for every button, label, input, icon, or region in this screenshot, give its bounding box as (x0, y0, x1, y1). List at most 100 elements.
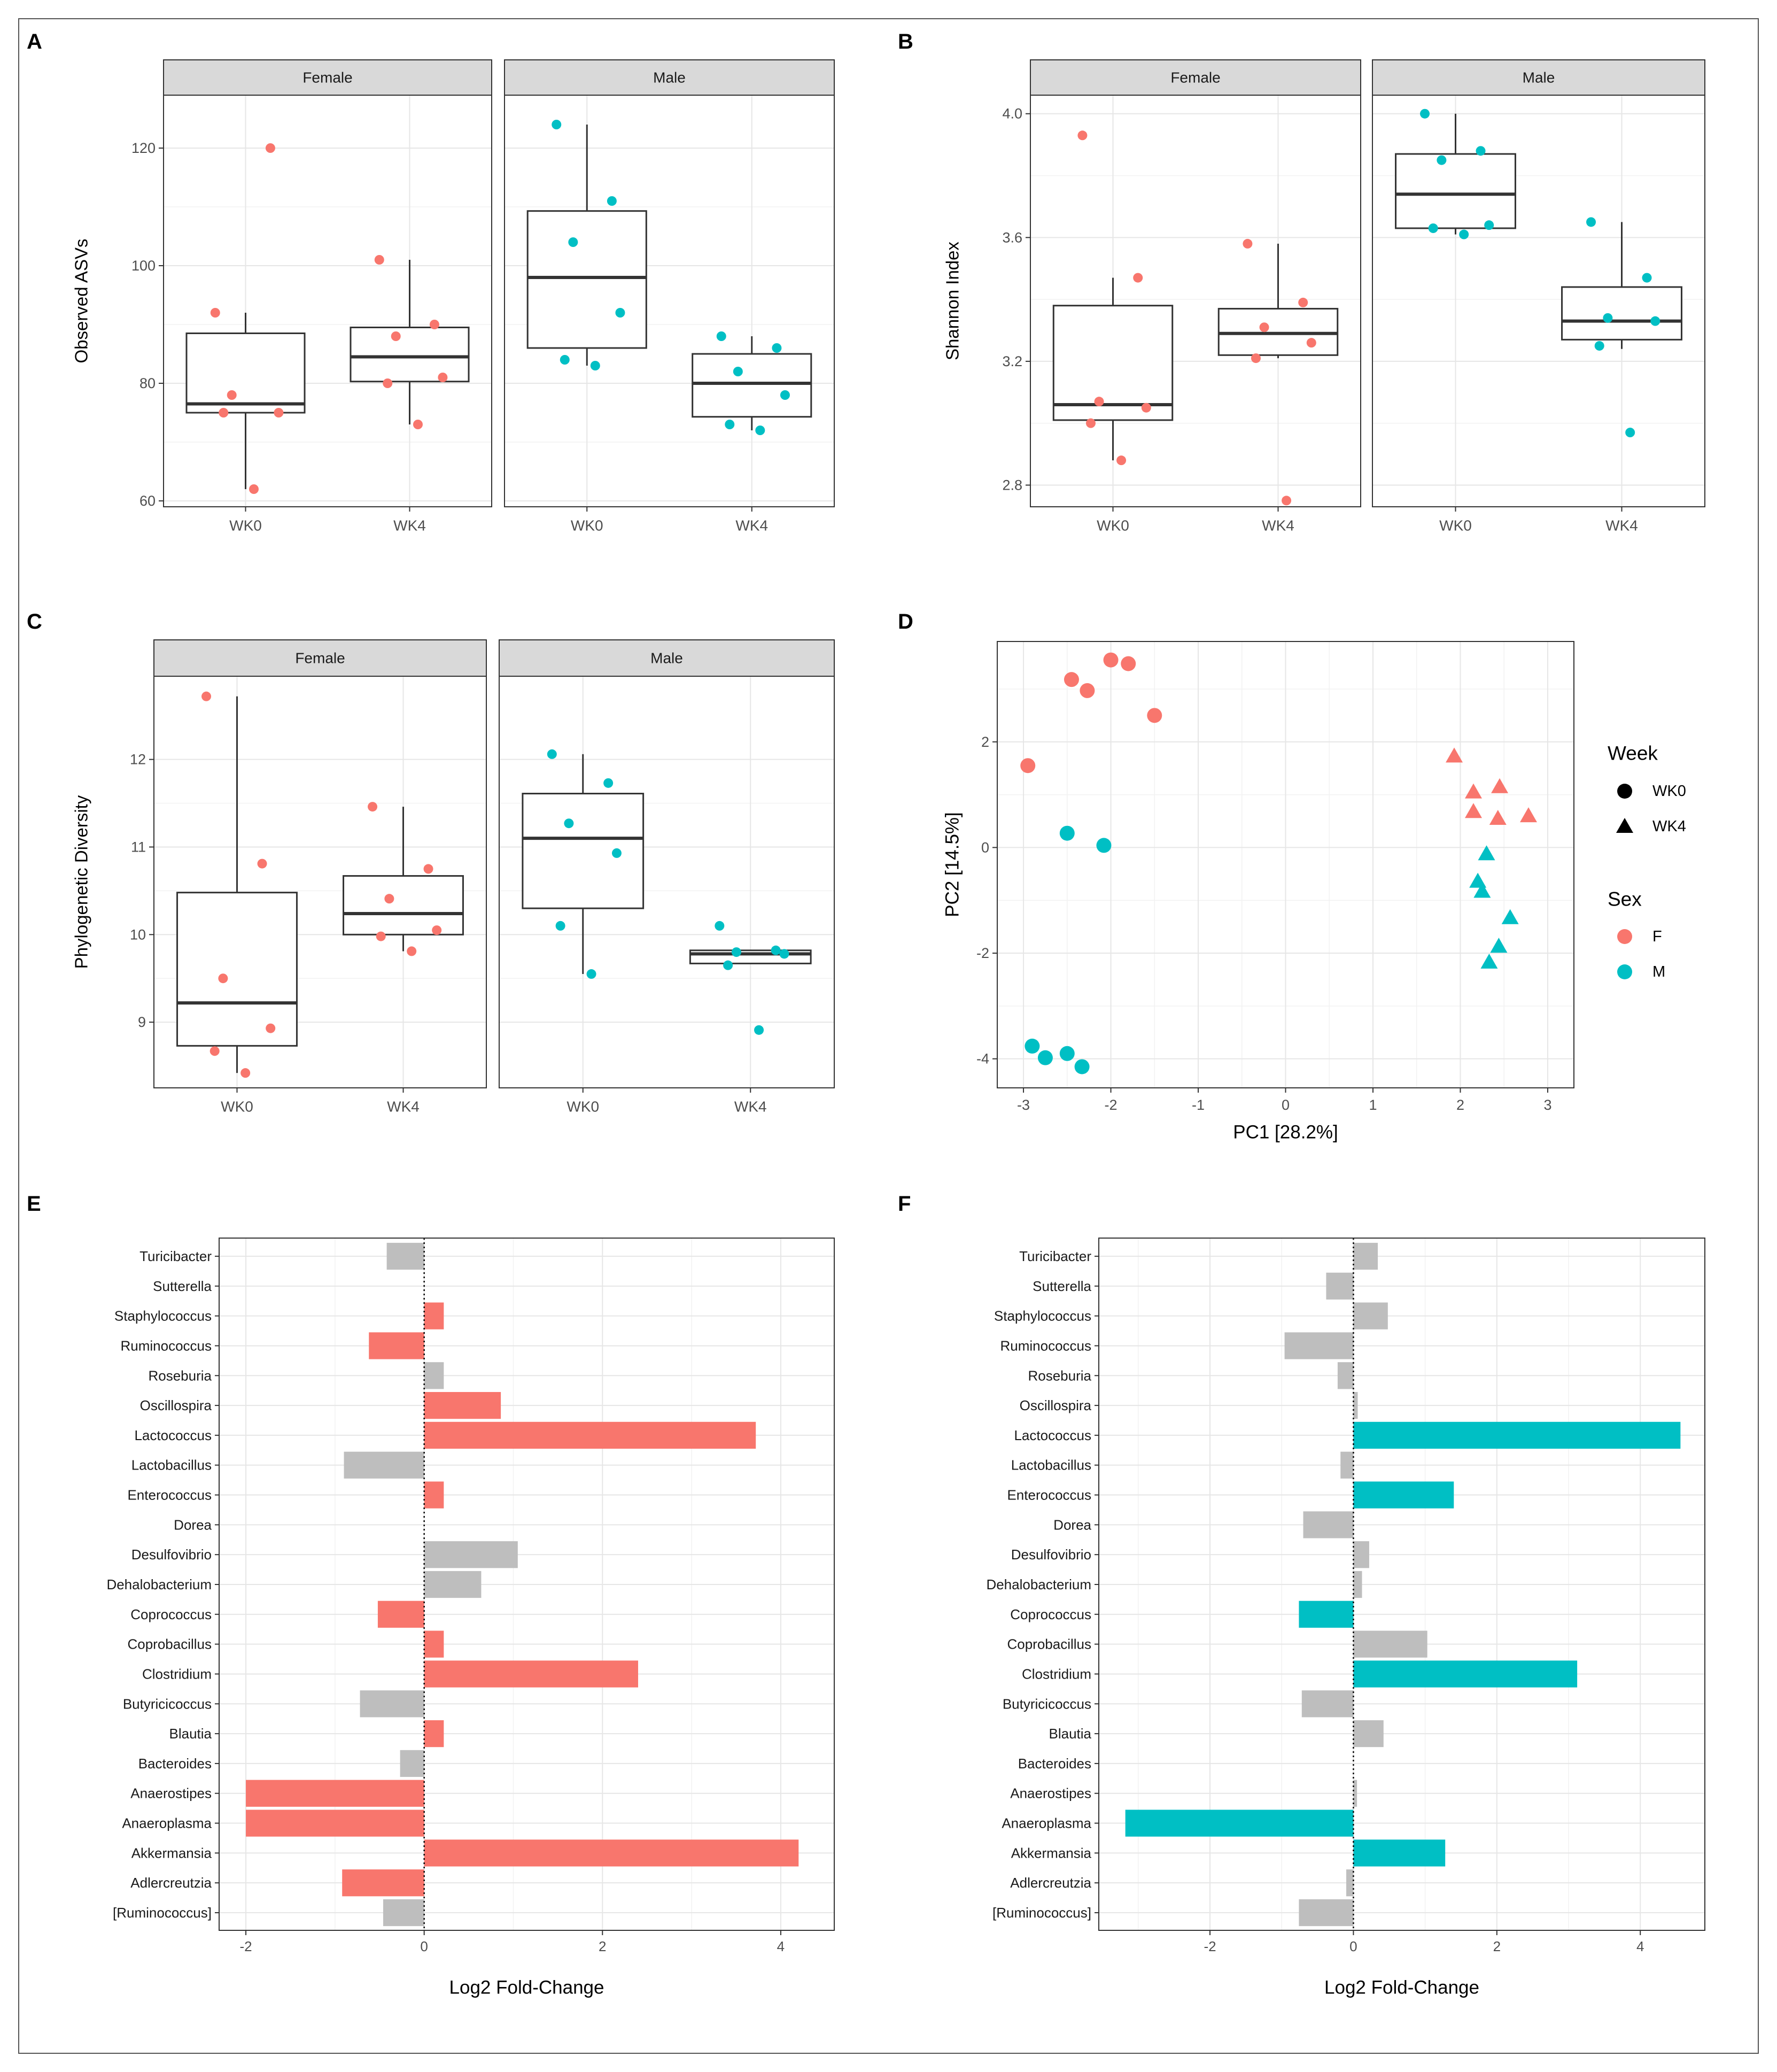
legend-item-m: M (1652, 963, 1665, 980)
data-point (779, 949, 789, 959)
category-label: Blautia (1049, 1726, 1092, 1742)
panel-border (153, 676, 487, 1088)
legend-key-male (1617, 964, 1632, 979)
category-label: Akkermansia (1011, 1845, 1092, 1861)
legend-key-circle (1617, 784, 1632, 799)
y-axis-title: PC2 [14.5%] (942, 812, 963, 917)
data-point (438, 373, 448, 382)
y-axis-title: Observed ASVs (72, 239, 91, 364)
category-label: Blautia (169, 1726, 212, 1742)
facet-strip (153, 639, 487, 677)
category-label: Oscillospira (140, 1397, 212, 1413)
data-point (611, 848, 622, 858)
data-point (1059, 1046, 1075, 1061)
x-tick-label: WK0 (221, 1099, 253, 1115)
bar (1353, 1780, 1357, 1807)
panel-border (499, 676, 835, 1088)
data-point (1020, 758, 1036, 774)
bar (1353, 1571, 1362, 1598)
data-point (1298, 297, 1308, 307)
data-point (1103, 652, 1119, 668)
data-point (1480, 953, 1498, 969)
foldchange-panel-f: Turicibacter Sutterella Staphylococcus Rumi… (986, 1238, 1705, 1998)
category-label: Coprococcus (130, 1606, 212, 1622)
data-point (201, 691, 212, 701)
box (185, 333, 306, 414)
data-point (432, 925, 442, 936)
pca-scatter-panel: -3 -2 -1 0 1 2 3 -4 -2 0 2 PC1 [28.2%] PC2 [14.5%] We… (942, 641, 1686, 1143)
facet-strip (504, 59, 835, 96)
y-tick-label: 0 (981, 839, 989, 855)
bar (1337, 1362, 1354, 1389)
category-label: Dorea (1053, 1517, 1091, 1533)
data-point (772, 343, 782, 353)
data-point (413, 420, 423, 429)
data-point (607, 196, 617, 206)
box (1395, 153, 1516, 229)
data-point (407, 946, 417, 956)
data-point (1501, 909, 1519, 924)
bar (1353, 1660, 1578, 1688)
data-point (1459, 229, 1469, 239)
y-tick-label: 3.2 (1002, 353, 1022, 369)
category-label: Lactococcus (1014, 1427, 1091, 1443)
data-point (1243, 238, 1253, 249)
data-point (1437, 155, 1447, 165)
box (526, 210, 647, 349)
data-point (218, 973, 228, 984)
legend: Week WK0 WK4 Sex F M (1608, 743, 1686, 981)
bar (424, 1571, 482, 1598)
category-label: Ruminococcus (1000, 1337, 1091, 1354)
x-tick-label: 4 (777, 1938, 785, 1954)
boxplot-panel-a: Observed ASVs Female WK0 WK4 Male WK0 WK4 60 80 1… (72, 59, 835, 534)
x-tick-label: 3 (1543, 1097, 1551, 1113)
data-point (374, 255, 384, 265)
category-label: Coprococcus (1010, 1606, 1091, 1622)
plot-area (1030, 95, 1361, 507)
data-point (1642, 273, 1652, 283)
data-point (1074, 1059, 1090, 1074)
bar (1326, 1272, 1354, 1300)
data-point (1473, 883, 1491, 898)
bar (246, 1780, 424, 1807)
category-label: Turicibacter (139, 1248, 212, 1264)
bar (1125, 1810, 1354, 1837)
data-point (560, 355, 570, 365)
data-point (1116, 455, 1127, 466)
y-tick-label: 11 (131, 839, 146, 855)
data-point (590, 361, 600, 370)
x-tick-label: -2 (239, 1938, 252, 1954)
y-tick-label: 2.8 (1002, 477, 1022, 493)
x-tick-label: 0 (420, 1938, 428, 1954)
data-point (1478, 845, 1495, 861)
box (176, 892, 298, 1047)
data-point (1464, 803, 1482, 818)
data-point (384, 894, 394, 904)
bar (1303, 1511, 1354, 1538)
category-label: Anaerostipes (130, 1785, 212, 1802)
data-point (274, 408, 284, 418)
x-tick-label: WK4 (387, 1099, 420, 1115)
data-point (391, 331, 401, 341)
bar (1353, 1481, 1454, 1509)
x-tick-label: WK0 (1439, 517, 1472, 534)
category-label: Enterococcus (127, 1487, 212, 1503)
category-label: Lactobacillus (131, 1457, 212, 1473)
data-point (1085, 418, 1096, 428)
data-point (586, 969, 596, 979)
data-point (1059, 825, 1075, 841)
panel-border (163, 95, 492, 507)
foldchange-panel-e: Turicibacter Sutterella Staphylococcus Rumi… (106, 1238, 835, 1998)
y-tick-label: -2 (976, 945, 989, 961)
y-tick-label: 12 (130, 752, 146, 768)
data-point (1306, 338, 1316, 348)
bar (1353, 1302, 1388, 1329)
data-point (603, 778, 614, 788)
data-point (1147, 708, 1162, 723)
facet-strip (1372, 59, 1705, 96)
box (522, 793, 645, 909)
bar (1353, 1630, 1427, 1658)
data-point (552, 120, 562, 129)
panel-label-b: B (898, 30, 913, 53)
figure-frame (18, 18, 1759, 2054)
